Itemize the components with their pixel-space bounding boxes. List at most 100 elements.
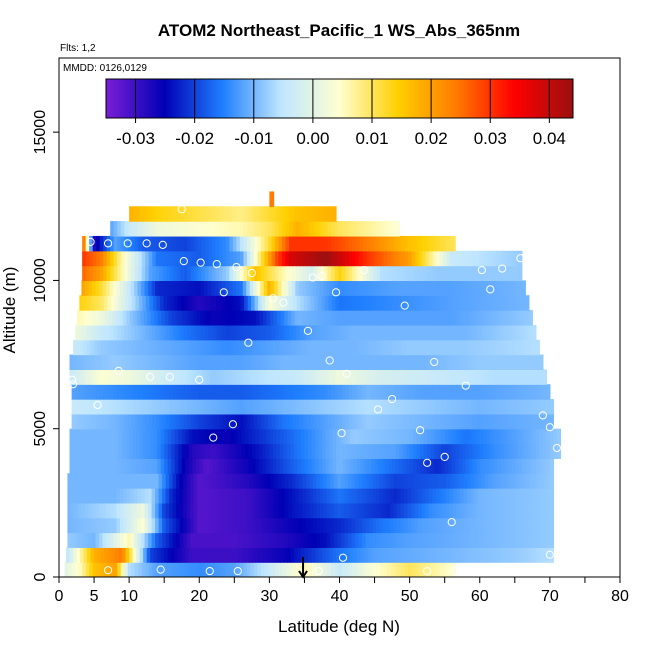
heatmap-cell (313, 399, 318, 415)
heatmap-cell (434, 428, 439, 445)
heatmap-cell (382, 310, 387, 326)
heatmap-cell (464, 384, 469, 400)
heatmap-cell (556, 428, 561, 445)
heatmap-cell (485, 384, 490, 400)
heatmap-cell (122, 339, 127, 356)
heatmap-cell (169, 324, 174, 341)
heatmap-cell (316, 502, 321, 519)
heatmap-cell (425, 562, 430, 577)
heatmap-cell (393, 532, 398, 548)
heatmap-cell (446, 562, 451, 577)
heatmap-cell (103, 295, 108, 311)
heatmap-cell (446, 488, 451, 504)
heatmap-cell (173, 221, 178, 237)
heatmap-cell (423, 339, 428, 356)
heatmap-cell (117, 384, 122, 400)
heatmap-cell (296, 384, 301, 400)
heatmap-cell (282, 399, 287, 415)
heatmap-cell (317, 221, 322, 237)
heatmap-cell (432, 532, 437, 548)
heatmap-cell (244, 458, 249, 474)
heatmap-cell (378, 547, 383, 563)
heatmap-cell (259, 310, 264, 326)
heatmap-cell (432, 250, 437, 267)
heatmap-cell (508, 310, 513, 326)
heatmap-cell (151, 517, 156, 534)
heatmap-cell (129, 206, 134, 222)
heatmap-cell (530, 384, 536, 400)
heatmap-cell (514, 339, 519, 356)
heatmap-cell (327, 562, 332, 577)
heatmap-cell (293, 547, 299, 563)
heatmap-cell (374, 369, 379, 385)
heatmap-cell (110, 384, 115, 400)
heatmap-cell (331, 399, 336, 415)
y-tick-label: 15000 (32, 110, 49, 155)
heatmap-cell (246, 562, 252, 577)
heatmap-cell (369, 413, 374, 430)
heatmap-cell (162, 280, 167, 296)
heatmap-cell (253, 280, 258, 296)
heatmap-cell (497, 369, 502, 385)
heatmap-cell (354, 473, 360, 489)
heatmap-cell (239, 532, 244, 548)
heatmap-cell (504, 369, 509, 385)
heatmap-cell (362, 384, 367, 400)
heatmap-cell (425, 324, 430, 341)
heatmap-cell (258, 206, 263, 222)
heatmap-cell (257, 324, 262, 341)
heatmap-cell (469, 443, 474, 459)
heatmap-cell (348, 250, 353, 267)
heatmap-cell (267, 235, 273, 252)
heatmap-cell (159, 384, 164, 400)
heatmap-cell (153, 369, 158, 385)
heatmap-cell (131, 562, 136, 577)
heatmap-cell (509, 265, 515, 282)
heatmap-cell (506, 384, 511, 400)
heatmap-cell (292, 235, 297, 252)
heatmap-cell (453, 265, 458, 282)
heatmap-cell (325, 206, 330, 222)
heatmap-cell (423, 369, 428, 385)
heatmap-cell (470, 488, 475, 504)
heatmap-cell (251, 547, 256, 563)
heatmap-cell (513, 384, 518, 400)
heatmap-cell (376, 235, 381, 252)
heatmap-cell (509, 324, 515, 341)
heatmap-cell (490, 369, 495, 385)
heatmap-cell (418, 250, 423, 267)
heatmap-cell (305, 488, 310, 504)
heatmap-cell (353, 339, 358, 356)
heatmap-cell (134, 265, 139, 282)
heatmap-cell (404, 265, 409, 282)
heatmap-cell (269, 206, 274, 222)
heatmap-cell (232, 488, 237, 504)
heatmap-cell (204, 221, 209, 237)
heatmap-cell (517, 295, 522, 311)
heatmap-cell (123, 280, 128, 296)
heatmap-cell (251, 458, 256, 474)
heatmap-cell (249, 532, 254, 548)
heatmap-cell (202, 458, 207, 474)
heatmap-field (64, 191, 561, 577)
heatmap-cell (328, 369, 334, 385)
heatmap-cell (436, 562, 441, 577)
heatmap-cell (193, 502, 198, 519)
heatmap-cell (227, 354, 232, 370)
heatmap-cell (89, 250, 94, 267)
heatmap-cell (127, 265, 132, 282)
heatmap-cell (236, 265, 241, 282)
sample-point (337, 429, 346, 438)
heatmap-cell (169, 562, 174, 577)
heatmap-cell (200, 280, 205, 296)
heatmap-cell (505, 532, 510, 548)
heatmap-cell (248, 206, 253, 222)
x-axis-label: Latitude (deg N) (278, 617, 400, 636)
heatmap-cell (518, 428, 523, 445)
heatmap-cell (382, 488, 388, 504)
heatmap-cell (127, 473, 132, 489)
heatmap-cell (488, 473, 493, 489)
heatmap-cell (458, 369, 463, 385)
heatmap-cell (197, 399, 202, 415)
heatmap-cell (505, 473, 510, 489)
